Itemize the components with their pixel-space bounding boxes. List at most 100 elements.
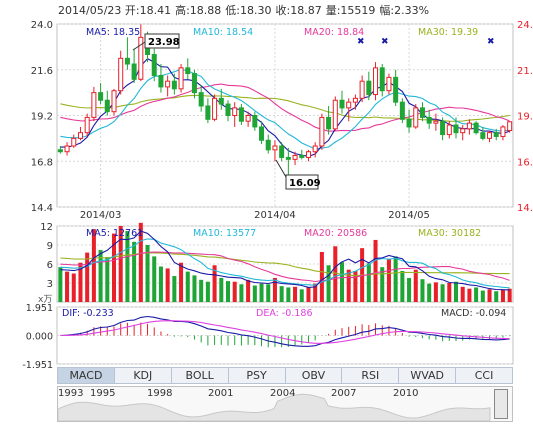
high-price: 高:18.88	[175, 4, 222, 17]
star-marker-icon[interactable]: ✖	[381, 37, 389, 47]
volume-bar	[132, 241, 137, 302]
timeline-year-label: 1998	[147, 388, 173, 399]
history-timeline[interactable]: 1993 1995 1998 2001 2004 2007 2010	[57, 386, 513, 422]
candle	[84, 113, 90, 137]
volume-bar	[413, 269, 418, 302]
candle	[473, 121, 479, 135]
candle	[352, 94, 358, 110]
price-series	[57, 24, 513, 175]
volume-bar	[165, 268, 170, 302]
vol-ma5-label: MA5: 12761	[86, 228, 143, 239]
volume-bar	[474, 287, 479, 302]
price-y-tick: 21.6	[31, 66, 53, 77]
candle	[131, 48, 137, 84]
volume-bar	[272, 277, 277, 302]
candle	[238, 104, 244, 126]
candle-body	[305, 151, 311, 158]
high-annotation-label: 23.98	[148, 37, 180, 48]
volume-bar	[212, 265, 217, 302]
volume-bar	[500, 289, 505, 302]
candle-body	[466, 122, 472, 130]
candle	[339, 90, 345, 114]
tab-cci[interactable]: CCI	[474, 369, 494, 382]
candle	[104, 90, 110, 116]
candle-body	[64, 145, 70, 153]
candle-body	[487, 132, 493, 139]
tab-wvad[interactable]: WVAD	[399, 368, 457, 383]
tab-psy[interactable]: PSY	[229, 368, 286, 383]
volume-bar	[467, 288, 472, 302]
volume-bar	[400, 270, 405, 302]
candle	[386, 73, 392, 95]
candle	[252, 111, 258, 131]
candle-body	[198, 92, 204, 107]
candle-body	[366, 80, 372, 96]
volume-bar	[333, 246, 338, 302]
volume-bar	[239, 284, 244, 302]
candle	[77, 126, 83, 141]
volume-bar	[346, 269, 351, 302]
candle	[332, 96, 338, 131]
candle	[225, 100, 231, 122]
volume-bar	[313, 283, 318, 302]
volume-bar	[152, 256, 157, 302]
vol-ma20-label: MA20: 20586	[304, 228, 367, 239]
volume-bar	[185, 271, 190, 302]
volume-bar	[145, 245, 150, 302]
volume-ma20-line	[60, 251, 510, 283]
volume-bar	[91, 229, 96, 302]
timeline-area	[58, 393, 491, 421]
volume-bar	[279, 286, 284, 302]
tab-obv[interactable]: OBV	[286, 368, 343, 383]
candle-body	[57, 149, 63, 153]
timeline-year-label: 2007	[331, 388, 357, 399]
star-marker-icon[interactable]: ✖	[357, 37, 365, 47]
price-x-tick: 2014/03	[80, 210, 122, 221]
candle	[406, 109, 412, 133]
volume-value: 量:15519	[325, 4, 376, 17]
candle-body	[171, 80, 177, 90]
volume-bar	[293, 286, 298, 302]
candle-body	[386, 76, 392, 92]
volume-ma30-line	[60, 252, 510, 277]
candle	[245, 111, 251, 127]
candle	[487, 130, 493, 143]
star-marker-icon[interactable]: ✖	[487, 37, 495, 47]
volume-bar	[246, 279, 251, 302]
tab-kdj[interactable]: KDJ	[115, 368, 172, 383]
candle-body	[393, 76, 399, 103]
volume-bar	[433, 282, 438, 302]
low-annotation-leader	[275, 159, 287, 178]
volume-bar	[252, 285, 257, 302]
candle	[64, 142, 70, 156]
volume-y-tick: 6	[47, 260, 53, 271]
event-marker-icons[interactable]: ✖ ✖ ✖	[357, 37, 495, 47]
price-y-tick-right: 14.4	[517, 203, 533, 214]
candle	[359, 75, 365, 103]
tab-boll[interactable]: BOLL	[172, 368, 229, 383]
candle	[292, 151, 298, 166]
candle-body	[178, 67, 184, 90]
dif-label: DIF: -0.233	[62, 308, 114, 319]
candle-body	[225, 103, 231, 116]
range-slider-handle[interactable]	[494, 389, 508, 419]
tab-macd[interactable]: MACD	[58, 368, 115, 383]
macd-y-axis: 1.951 0.000 -1.951	[22, 303, 53, 371]
volume-bar	[98, 250, 103, 302]
tab-rsi[interactable]: RSI	[342, 368, 400, 383]
volume-bar	[65, 271, 70, 302]
candle	[151, 48, 157, 82]
candle	[440, 117, 446, 141]
price-y-tick-right: 19.2	[517, 112, 533, 123]
candle	[218, 88, 224, 110]
candle-body	[218, 97, 224, 105]
candle	[118, 50, 124, 95]
candle-body	[151, 54, 157, 76]
candle	[379, 64, 385, 97]
candle	[158, 64, 164, 93]
volume-bar	[494, 291, 499, 302]
price-y-tick: 16.8	[31, 157, 53, 168]
candle-body	[259, 126, 265, 141]
candle	[493, 128, 499, 141]
